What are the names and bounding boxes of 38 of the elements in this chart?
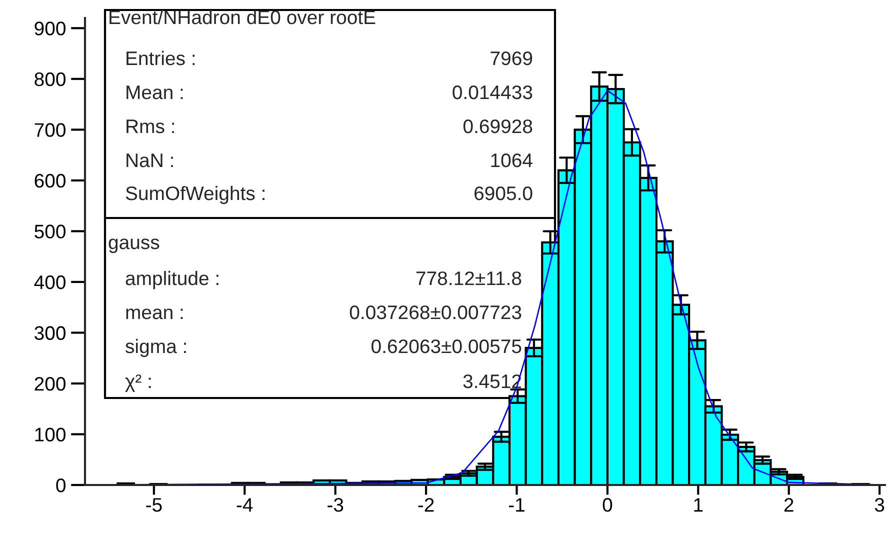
x-tick-label: 1 xyxy=(694,498,703,512)
y-tick-label: 0 xyxy=(56,478,66,492)
y-tick-label: 600 xyxy=(34,174,66,188)
y-tick-label: 700 xyxy=(34,123,66,137)
annotation: 6905.0 xyxy=(474,186,532,200)
x-tick-label: 2 xyxy=(784,498,794,512)
y-tick-label: 500 xyxy=(34,224,66,238)
x-tick-label: -3 xyxy=(328,498,344,512)
annotation: 7969 xyxy=(490,51,532,66)
annotation: 0.014433 xyxy=(452,85,532,100)
chart-title: Event/NHadron dE0 over rootE xyxy=(110,10,376,24)
annotation: Rms : xyxy=(126,120,174,134)
annotation: Mean : xyxy=(126,86,183,100)
annotation: amplitude : xyxy=(126,270,218,290)
x-tick-label: -2 xyxy=(418,498,434,512)
y-tick-label: 900 xyxy=(34,22,66,36)
annotation: NaN : xyxy=(126,154,173,168)
y-tick-label: 400 xyxy=(34,275,66,290)
annotation: 778.12±11.8 xyxy=(416,271,522,286)
annotation: 0.037268±0.007723 xyxy=(350,305,522,320)
x-tick-label: -5 xyxy=(146,498,162,512)
y-tick-label: 300 xyxy=(34,326,66,340)
y-tick-label: 200 xyxy=(34,376,66,391)
annotation: 1064 xyxy=(491,153,532,168)
annotation: sigma : xyxy=(126,338,186,358)
x-tick-label: -4 xyxy=(236,498,253,512)
annotation: 0.69928 xyxy=(463,119,532,134)
annotation: gauss xyxy=(108,238,160,254)
x-tick-label: -1 xyxy=(508,498,524,512)
annotation: χ² : xyxy=(125,374,151,392)
y-tick-label: 100 xyxy=(35,428,66,442)
y-tick-label: 800 xyxy=(34,72,66,86)
annotation: SumOfWeights : xyxy=(126,186,264,204)
annotation: Entries : xyxy=(126,50,195,66)
annotation: mean : xyxy=(126,308,183,320)
x-tick-label: 3 xyxy=(874,498,884,512)
x-tick-label: 0 xyxy=(602,498,612,512)
annotation: 0.62063±0.00575 xyxy=(372,339,522,354)
